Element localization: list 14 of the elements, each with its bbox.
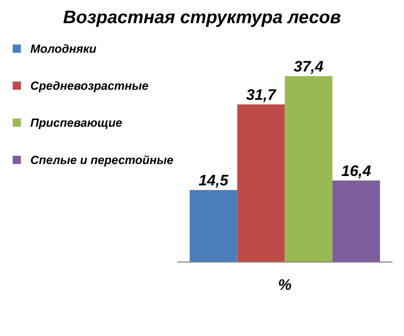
legend-label: Средневозрастные [30, 81, 148, 92]
x-axis-title: % [278, 279, 292, 290]
data-label: 16,4 [342, 165, 371, 178]
data-label: 31,7 [246, 89, 276, 102]
bar [332, 180, 380, 262]
data-label: 37,4 [294, 60, 324, 74]
legend-label: Спелые и перестойные [30, 155, 174, 166]
legend-label: Молодняки [30, 44, 96, 53]
bar [284, 76, 332, 262]
bar [237, 104, 285, 262]
bar [190, 190, 238, 262]
chart-title: Возрастная структура лесов [63, 10, 340, 27]
data-label: 14,5 [198, 174, 228, 188]
legend-label: Приспевающие [30, 118, 122, 130]
